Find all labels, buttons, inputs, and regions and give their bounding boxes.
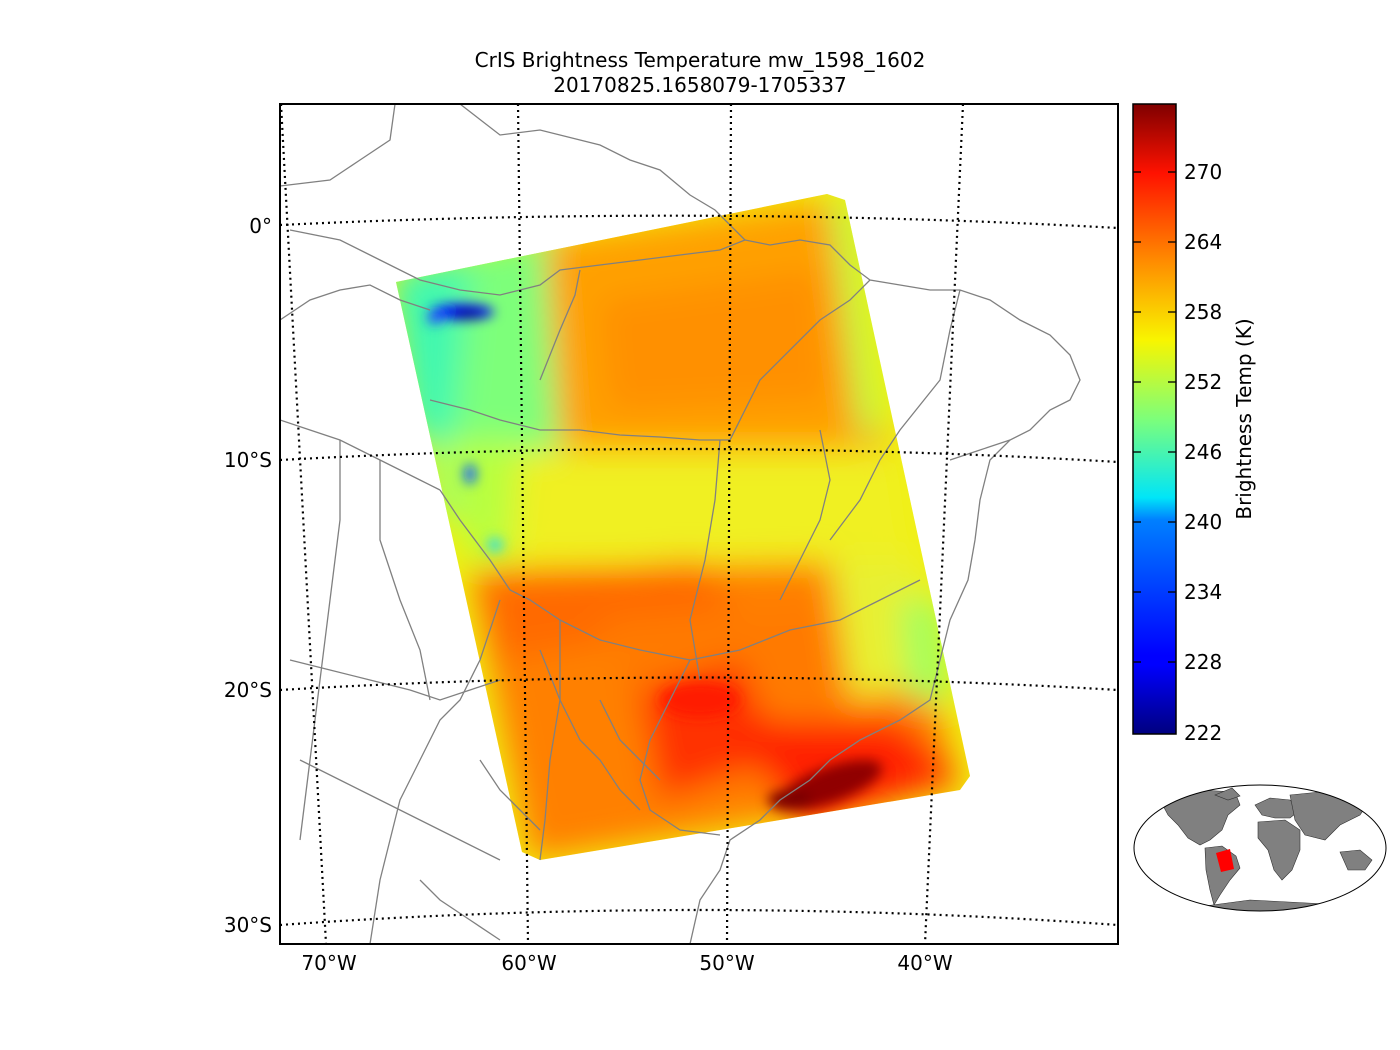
longitude-labels: 70°W 60°W 50°W 40°W: [301, 951, 952, 975]
lat-label-30s: 30°S: [224, 913, 272, 937]
inset-swath-marker: [1216, 849, 1234, 872]
lon-label-60w: 60°W: [501, 951, 556, 975]
map-subtitle: 20170825.1658079-1705337: [553, 73, 847, 97]
inset-frame: [1133, 784, 1387, 912]
colorbar-tick-222: 222: [1184, 721, 1222, 745]
map-panel: [279, 103, 1119, 945]
coastlines: [280, 104, 1081, 944]
colorbar-label: Brightness Temp (K): [1232, 318, 1256, 519]
colorbar: 270 264 258 252 246 240 234 228 222 Brig…: [1132, 103, 1256, 745]
colorbar-tick-228: 228: [1184, 650, 1222, 674]
lon-label-70w: 70°W: [301, 951, 356, 975]
lon-label-40w: 40°W: [897, 951, 952, 975]
colorbar-tick-240: 240: [1184, 510, 1222, 534]
colorbar-tick-246: 246: [1184, 440, 1222, 464]
lon-label-50w: 50°W: [699, 951, 754, 975]
colorbar-tick-252: 252: [1184, 370, 1222, 394]
lat-label-0: 0°: [249, 214, 272, 238]
lat-label-10s: 10°S: [224, 448, 272, 472]
colorbar-tick-270: 270: [1184, 160, 1222, 184]
colorbar-tick-labels: 270 264 258 252 246 240 234 228 222: [1184, 160, 1222, 745]
map-title: CrIS Brightness Temperature mw_1598_1602: [474, 48, 926, 72]
inset-world-map: [1133, 784, 1387, 912]
colorbar-gradient: [1132, 103, 1177, 735]
colorbar-ticks: [1133, 171, 1176, 663]
colorbar-tick-264: 264: [1184, 230, 1222, 254]
colorbar-tick-258: 258: [1184, 300, 1222, 324]
graticule: [280, 104, 1118, 944]
latitude-labels: 0° 10°S 20°S 30°S: [224, 214, 272, 937]
colorbar-tick-234: 234: [1184, 580, 1222, 604]
lat-label-20s: 20°S: [224, 678, 272, 702]
